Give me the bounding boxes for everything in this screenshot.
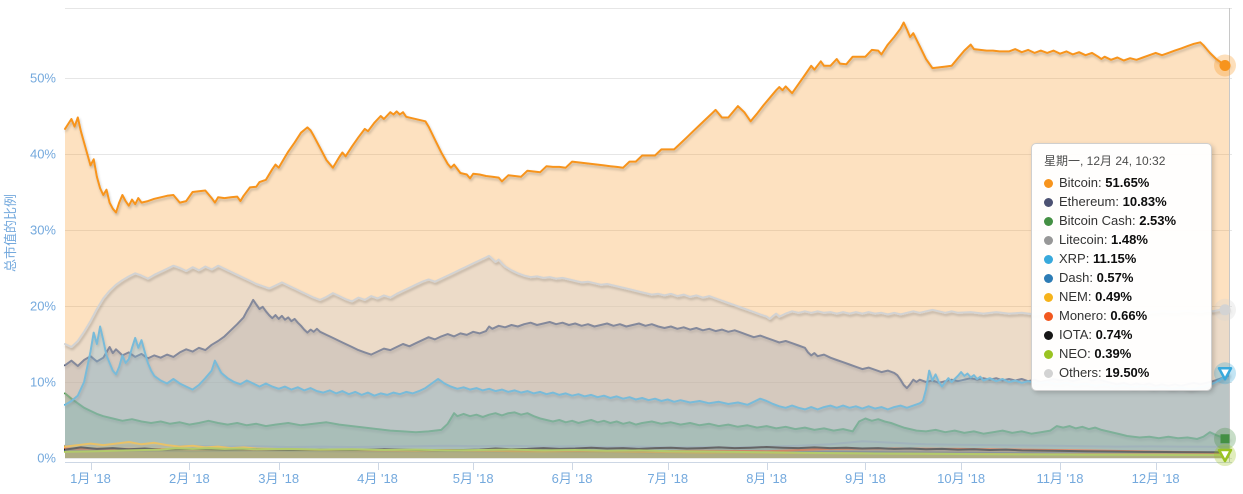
series-color-dot-icon — [1044, 312, 1053, 321]
series-ethereum-area — [65, 299, 1229, 458]
x-axis-label: 6月 '18 — [552, 471, 593, 486]
tooltip-series-value: 0.49% — [1095, 289, 1132, 304]
series-color-dot-icon — [1044, 293, 1053, 302]
tooltip-series-name: Dash — [1059, 270, 1090, 285]
tooltip-series-name: Bitcoin — [1059, 175, 1099, 190]
tooltip-series-value: 0.39% — [1094, 346, 1132, 361]
x-axis-label: 8月 '18 — [746, 471, 787, 486]
series-color-dot-icon — [1044, 274, 1053, 283]
tooltip-date: 星期一, 12月 24, 10:32 — [1044, 154, 1166, 168]
tooltip-series-name: Others — [1059, 365, 1099, 380]
x-axis-label: 7月 '18 — [647, 471, 688, 486]
y-axis-label: 40% — [30, 147, 56, 162]
series-others-line[interactable] — [64, 254, 1230, 348]
x-axis-label: 11月 '18 — [1036, 471, 1083, 486]
x-axis-label: 12月 '18 — [1132, 471, 1180, 486]
tooltip-series-value: 1.48% — [1111, 232, 1148, 247]
series-color-dot-icon — [1044, 369, 1053, 378]
series-color-dot-icon — [1044, 350, 1053, 359]
tooltip-series-value: 51.65% — [1105, 175, 1150, 190]
series-others-area — [65, 255, 1229, 458]
axes: 0% 10% 20% 30% 40% 50% 1月 '18 2月 '18 3月 '18 4月 '1… — [30, 71, 1232, 486]
tooltip-row-iota: IOTA: 0.74% — [1044, 325, 1199, 344]
y-axis-label: 0% — [37, 451, 56, 466]
x-axis-label: 10月 '18 — [937, 471, 985, 486]
series-bitcoin-cash-area — [65, 393, 1229, 458]
series-neo-line[interactable] — [64, 447, 1230, 456]
tooltip-series-name: XRP — [1059, 251, 1086, 266]
x-axis-label: 9月 '18 — [845, 471, 886, 486]
x-axis-label: 1月 '18 — [70, 471, 111, 486]
tooltip-series-name: NEM — [1059, 289, 1088, 304]
bitcoin-cash-end-marker-icon[interactable] — [1220, 434, 1230, 444]
y-axis-label: 30% — [30, 223, 56, 238]
others-end-marker-icon[interactable] — [1219, 304, 1231, 316]
series-neo-area — [65, 448, 1229, 458]
series-xrp-line[interactable] — [64, 325, 1230, 411]
series-color-dot-icon — [1044, 331, 1053, 340]
tooltip-series-value: 0.57% — [1096, 270, 1134, 285]
series-color-dot-icon — [1044, 255, 1053, 264]
y-axis-title: 总市值的比例 — [3, 194, 18, 272]
tooltip-series-value: 10.83% — [1122, 194, 1167, 209]
series-color-dot-icon — [1044, 179, 1053, 188]
tooltip-series-value: 11.15% — [1092, 251, 1137, 266]
tooltip-series-name: Litecoin — [1059, 232, 1104, 247]
series-litecoin-line[interactable] — [64, 440, 1230, 449]
tooltip-row-neo: NEO: 0.39% — [1044, 344, 1199, 363]
x-axis-label: 5月 '18 — [453, 471, 494, 486]
series-bitcoin-cash-line[interactable] — [64, 392, 1230, 440]
tooltip-series-name: NEO — [1059, 346, 1088, 361]
tooltip-series-value: 19.50% — [1105, 365, 1150, 380]
tooltip-series-name: Ethereum — [1059, 194, 1116, 209]
series-color-dot-icon — [1044, 198, 1053, 207]
series-bitcoin-line[interactable] — [64, 21, 1230, 214]
tooltip-series-name: Bitcoin Cash — [1059, 213, 1132, 228]
tooltip-row-bitcoin-cash: Bitcoin Cash: 2.53% — [1044, 211, 1199, 230]
tooltip-series-value: 0.74% — [1095, 327, 1133, 342]
series-color-dot-icon — [1044, 236, 1053, 245]
tooltip-row-dash: Dash: 0.57% — [1044, 268, 1199, 287]
tooltip-series-value: 0.66% — [1110, 308, 1148, 323]
tooltip-series-value: 2.53% — [1139, 213, 1177, 228]
xrp-end-marker-icon[interactable] — [1217, 367, 1233, 381]
x-axis-label: 2月 '18 — [169, 471, 210, 486]
tooltip-row-ethereum: Ethereum: 10.83% — [1044, 192, 1199, 211]
bitcoin-end-marker-icon[interactable] — [1219, 59, 1231, 71]
x-axis-label: 3月 '18 — [258, 471, 299, 486]
tooltip-row-others: Others: 19.50% — [1044, 363, 1199, 382]
tooltip-row-litecoin: Litecoin: 1.48% — [1044, 230, 1199, 249]
y-axis-label: 10% — [30, 375, 56, 390]
x-axis-label: 4月 '18 — [357, 471, 398, 486]
y-axis-label: 20% — [30, 299, 56, 314]
tooltip-row-bitcoin: Bitcoin: 51.65% — [1044, 173, 1199, 192]
tooltip-row-monero: Monero: 0.66% — [1044, 306, 1199, 325]
tooltip-series-name: IOTA — [1059, 327, 1089, 342]
chart-tooltip: 星期一, 12月 24, 10:32 Bitcoin: 51.65% Ethere… — [1031, 143, 1212, 391]
series-xrp-area — [65, 326, 1229, 458]
tooltip-row-nem: NEM: 0.49% — [1044, 287, 1199, 306]
neo-end-marker-icon[interactable] — [1217, 448, 1233, 463]
tooltip-series-name: Monero — [1059, 308, 1104, 323]
tooltip-row-xrp: XRP: 11.15% — [1044, 249, 1199, 268]
series-color-dot-icon — [1044, 217, 1053, 226]
y-axis-label: 50% — [30, 71, 56, 86]
